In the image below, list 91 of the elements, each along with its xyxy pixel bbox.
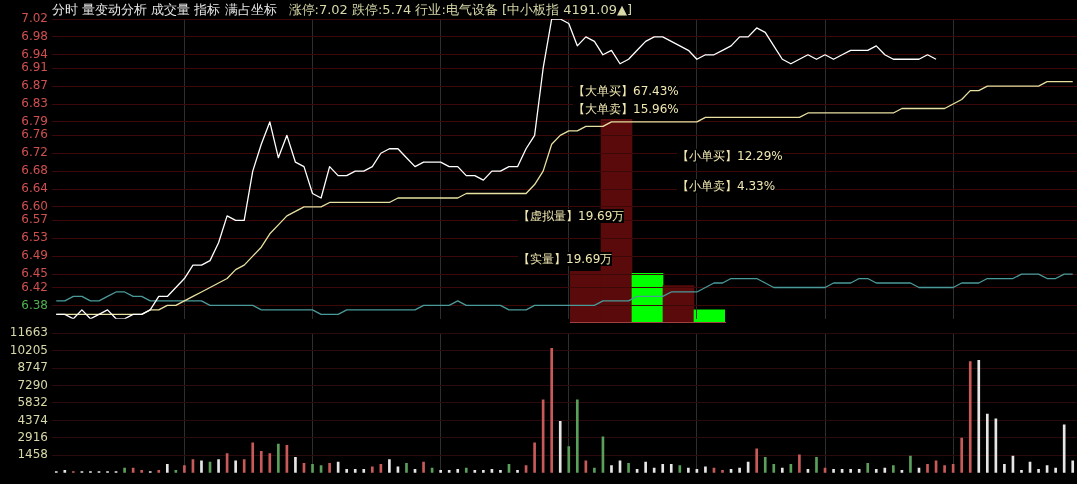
bar <box>165 464 169 473</box>
bar <box>610 465 613 473</box>
bar <box>345 468 349 473</box>
y-tick-label: 6.42 <box>21 279 48 294</box>
y-tick-label: 6.45 <box>21 266 48 281</box>
bar <box>669 464 673 473</box>
bar <box>277 443 280 473</box>
bar <box>311 464 314 473</box>
bar <box>1062 424 1066 473</box>
bar <box>268 453 272 473</box>
bar <box>985 413 989 473</box>
bar <box>977 359 981 473</box>
bar <box>693 309 725 322</box>
bar <box>704 466 707 473</box>
bar <box>183 465 186 473</box>
bar <box>661 464 665 473</box>
y-tick-label: 7290 <box>17 377 48 392</box>
bar <box>892 465 895 473</box>
bar <box>575 399 579 473</box>
y-tick-label: 10205 <box>9 342 48 357</box>
bar <box>353 468 357 473</box>
y-tick-label: 6.53 <box>21 230 48 245</box>
annotation: 【小单买】12.29% <box>677 149 783 163</box>
bar <box>960 437 964 473</box>
y-tick-label: 6.60 <box>21 199 48 214</box>
y-tick-label: 6.38 <box>21 297 48 312</box>
annotation: 【实量】19.69万 <box>518 252 613 266</box>
bar <box>926 464 929 473</box>
bar <box>251 442 255 473</box>
bar <box>866 462 870 473</box>
bar <box>1003 464 1006 473</box>
y-tick-label: 6.64 <box>21 181 48 196</box>
bar <box>200 460 203 473</box>
y-tick-label: 7.02 <box>21 11 48 26</box>
bar <box>217 459 220 473</box>
bar <box>849 468 852 473</box>
bar <box>874 468 878 473</box>
bar <box>533 442 536 473</box>
bar <box>370 466 374 473</box>
bar <box>388 459 391 473</box>
annotation: 【小单卖】4.33% <box>677 179 776 193</box>
chart-title: 分时 量变动分析 成交量 指标 满占坐标 <box>52 2 277 17</box>
bar <box>968 361 972 473</box>
y-tick-label: 4374 <box>17 412 48 427</box>
chart-subtitle: 涨停:7.02 跌停:5.74 行业:电气设备 [中小板指 4191.09▲] <box>288 2 632 17</box>
y-tick-label: 6.72 <box>21 145 48 160</box>
y-tick-label: 11663 <box>9 325 48 340</box>
y-tick-label: 6.49 <box>21 248 48 263</box>
y-tick-label: 6.79 <box>21 114 48 129</box>
y-tick-label: 2916 <box>17 430 48 445</box>
bar <box>242 459 246 473</box>
annotation: 【大单买】67.43% <box>573 84 679 98</box>
bar <box>798 454 801 473</box>
y-tick-label: 1458 <box>17 447 48 462</box>
bar <box>832 468 835 473</box>
y-tick-label: 6.91 <box>21 60 48 75</box>
y-tick-label: 6.98 <box>21 29 48 44</box>
bar <box>763 456 767 473</box>
bar <box>857 468 861 473</box>
y-tick-label: 6.68 <box>21 163 48 178</box>
y-tick-label: 6.94 <box>21 46 48 61</box>
annotation: 【虚拟量】19.69万 <box>518 209 625 223</box>
bar <box>772 464 776 473</box>
bar <box>456 468 460 473</box>
y-tick-label: 8747 <box>17 360 48 375</box>
bar <box>909 455 912 473</box>
bar <box>943 465 946 473</box>
bar <box>755 448 759 473</box>
bar <box>550 347 554 473</box>
bar <box>558 421 562 473</box>
y-tick-label: 5832 <box>17 395 48 410</box>
y-tick-label: 6.87 <box>21 78 48 93</box>
bar <box>1071 460 1075 473</box>
annotation: 【大单卖】15.96% <box>573 102 679 116</box>
bar <box>567 446 571 473</box>
bar <box>678 465 682 473</box>
bar <box>815 456 818 473</box>
bar <box>627 462 630 473</box>
bar <box>234 460 237 473</box>
bar <box>644 461 647 473</box>
bar <box>422 461 425 473</box>
bar <box>294 456 297 473</box>
bar <box>1037 468 1040 473</box>
bar <box>631 272 664 322</box>
bar <box>405 462 408 473</box>
y-tick-label: 6.57 <box>21 212 48 227</box>
y-tick-label: 6.76 <box>21 127 48 142</box>
y-tick-label: 6.83 <box>21 96 48 111</box>
bar <box>362 468 366 473</box>
bar <box>328 462 331 473</box>
bar <box>259 450 263 473</box>
